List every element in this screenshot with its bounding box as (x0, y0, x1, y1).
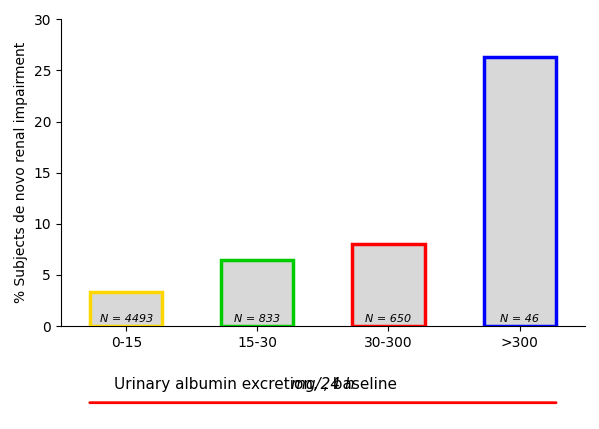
Text: Urinary albumin excretion,: Urinary albumin excretion, (114, 377, 323, 392)
Text: N = 4493: N = 4493 (99, 314, 153, 324)
Bar (222, 260, 294, 326)
Bar (222, 260, 294, 326)
Text: N = 650: N = 650 (365, 314, 412, 324)
Text: N = 46: N = 46 (500, 314, 539, 324)
Bar (90, 292, 162, 326)
Bar (352, 244, 425, 326)
Bar (483, 57, 556, 326)
Text: mg/24 h: mg/24 h (291, 377, 355, 392)
Bar (352, 244, 425, 326)
Y-axis label: % Subjects de novo renal impairment: % Subjects de novo renal impairment (14, 42, 28, 303)
Text: N = 833: N = 833 (234, 314, 280, 324)
Bar (483, 57, 556, 326)
Bar (90, 292, 162, 326)
Text: , baseline: , baseline (323, 377, 397, 392)
